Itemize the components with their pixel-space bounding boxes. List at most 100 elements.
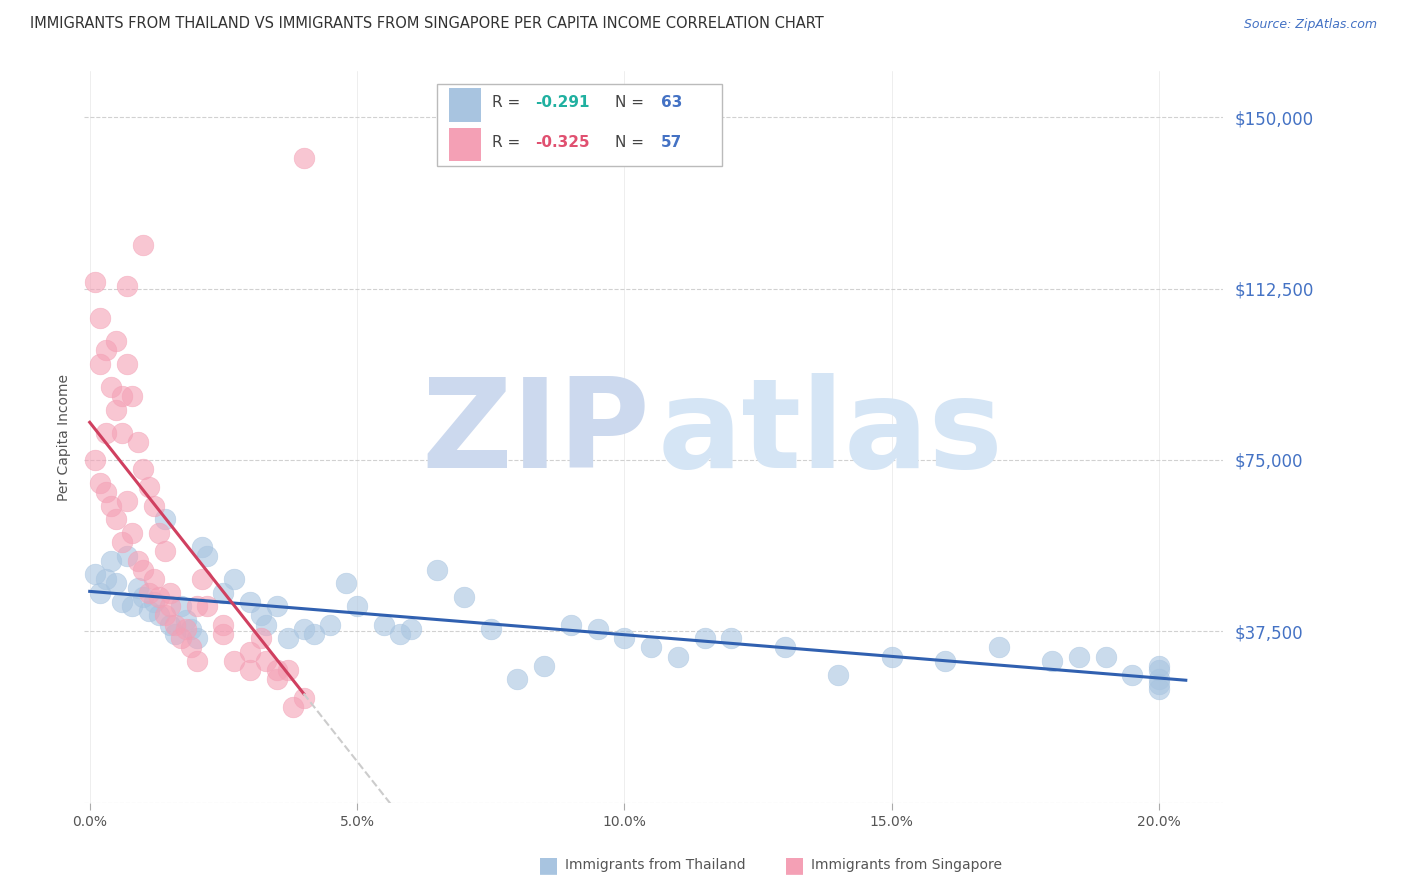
Text: ■: ■ [785,855,804,875]
Point [153,512,176,526]
Point [111,535,134,549]
Point [533,658,555,673]
Point [335,576,357,591]
Point [105,402,128,417]
Point [666,649,689,664]
Point [1067,649,1090,664]
Point [212,617,235,632]
Point [934,654,956,668]
Point [100,380,122,394]
Point [195,549,218,563]
Point [560,617,582,632]
Point [239,594,262,608]
Point [239,645,262,659]
Point [105,512,128,526]
Point [479,622,502,636]
Point [121,526,143,541]
Point [111,425,134,440]
Point [1094,649,1116,664]
Point [89,357,111,371]
Point [180,622,202,636]
Text: IMMIGRANTS FROM THAILAND VS IMMIGRANTS FROM SINGAPORE PER CAPITA INCOME CORRELAT: IMMIGRANTS FROM THAILAND VS IMMIGRANTS F… [30,16,824,31]
Point [249,632,271,646]
Point [373,617,395,632]
Point [132,462,155,476]
Text: Source: ZipAtlas.com: Source: ZipAtlas.com [1244,18,1376,31]
FancyBboxPatch shape [437,84,723,167]
Point [693,632,716,646]
Point [1147,663,1170,677]
Point [165,626,187,640]
Y-axis label: Per Capita Income: Per Capita Income [58,374,72,500]
Point [115,549,138,563]
Point [346,599,368,614]
Point [94,572,117,586]
Point [153,608,176,623]
Point [586,622,609,636]
Point [987,640,1010,655]
Point [111,594,134,608]
Text: ZIP: ZIP [422,373,651,494]
Point [292,690,315,705]
Point [165,617,187,632]
Point [159,617,181,632]
Point [105,334,128,348]
Point [613,632,636,646]
Point [277,632,299,646]
Point [277,663,299,677]
Point [1121,667,1143,681]
Point [254,654,277,668]
Point [174,622,197,636]
Point [195,599,218,614]
Point [191,540,214,554]
Point [292,622,315,636]
Point [249,608,271,623]
FancyBboxPatch shape [449,128,481,161]
Text: 57: 57 [661,135,682,150]
Point [1040,654,1063,668]
Text: R =: R = [492,135,526,150]
Text: -0.325: -0.325 [536,135,591,150]
Point [222,654,245,668]
Point [254,617,277,632]
Point [180,640,202,655]
Point [100,499,122,513]
Point [640,640,662,655]
Point [159,599,181,614]
Point [105,576,128,591]
Point [169,632,191,646]
Point [266,673,288,687]
Point [266,599,288,614]
Point [186,599,208,614]
Point [212,585,235,599]
Point [304,626,326,640]
Point [148,590,170,604]
Point [453,590,475,604]
Point [319,617,342,632]
Point [138,585,160,599]
Point [121,599,143,614]
Text: R =: R = [492,95,526,111]
Text: Immigrants from Thailand: Immigrants from Thailand [565,858,745,872]
Point [191,572,214,586]
Point [138,480,160,494]
Point [281,699,304,714]
Point [426,563,449,577]
Point [174,613,197,627]
Point [292,151,315,165]
Point [142,594,165,608]
Point [388,626,411,640]
Point [159,585,181,599]
Point [1147,658,1170,673]
Point [212,626,235,640]
Point [142,572,165,586]
Point [720,632,742,646]
Point [111,389,134,403]
Text: -0.291: -0.291 [536,95,591,111]
Point [132,590,155,604]
Point [127,553,149,567]
Point [506,673,529,687]
Text: ■: ■ [538,855,558,875]
Point [89,475,111,490]
Point [239,663,262,677]
